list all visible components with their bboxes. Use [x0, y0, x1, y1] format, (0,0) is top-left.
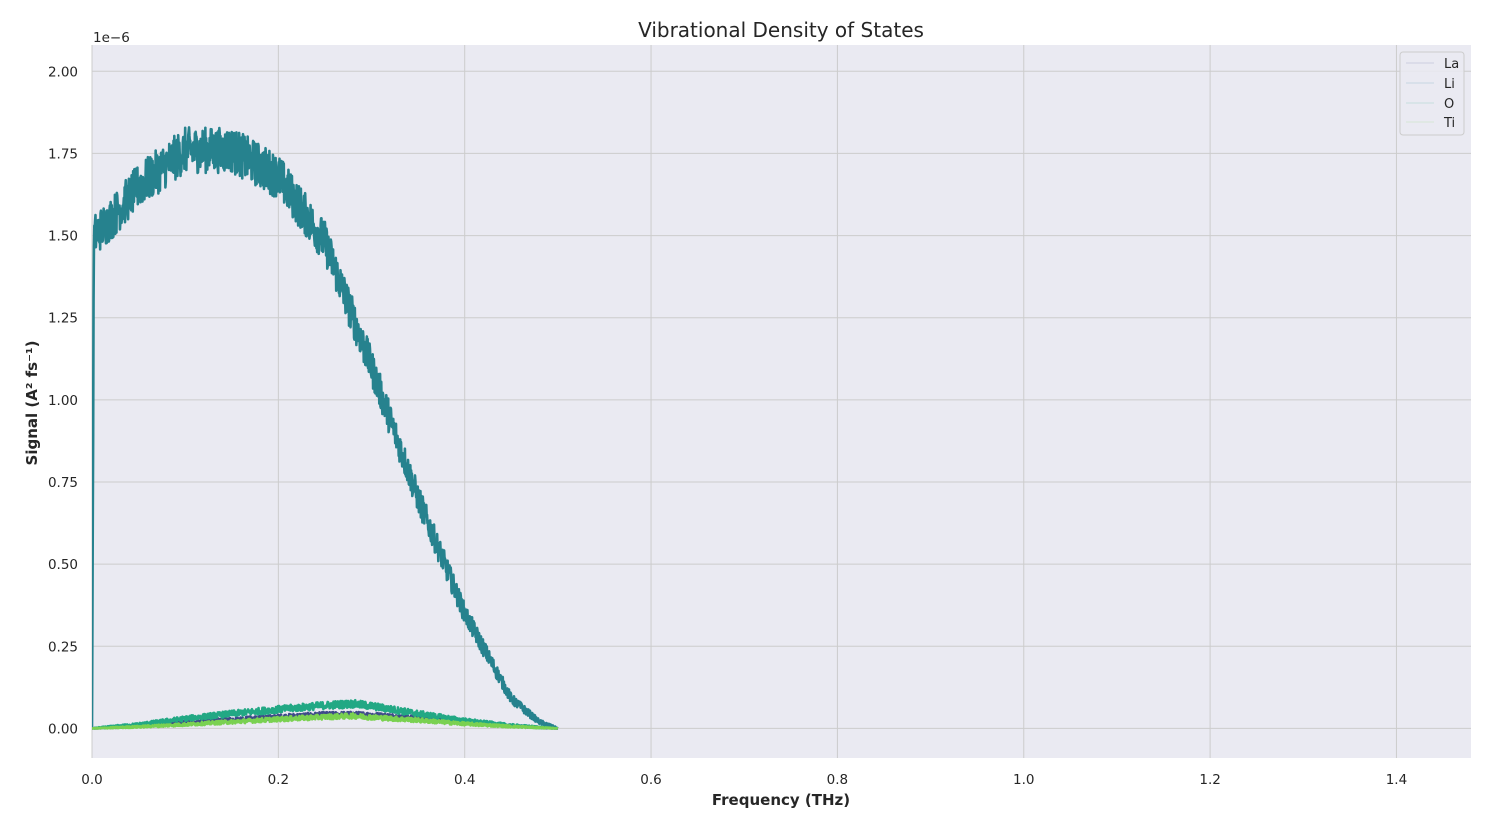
y-tick-label: 0.75 [48, 475, 78, 491]
x-tick-label: 1.4 [1386, 772, 1407, 788]
y-tick-label: 0.50 [48, 557, 78, 573]
legend-label-o: O [1444, 97, 1454, 112]
legend: La Li O Ti [1399, 51, 1465, 136]
x-tick-label: 0.4 [454, 772, 475, 788]
y-tick-label: 2.00 [48, 64, 78, 80]
series-lines [92, 126, 559, 730]
x-tick-label: 0.2 [268, 772, 289, 788]
y-tick-labels: 0.00 0.25 0.50 0.75 1.00 1.25 1.50 1.75 2.00 [48, 64, 78, 737]
y-tick-label: 0.00 [48, 721, 78, 737]
y-tick-label: 1.25 [48, 311, 78, 327]
x-axis-label: Frequency (THz) [712, 791, 850, 809]
y-offset-label: 1e−6 [93, 30, 130, 46]
y-tick-label: 1.00 [48, 393, 78, 409]
legend-label-li: Li [1444, 77, 1455, 92]
legend-box [1399, 51, 1465, 136]
legend-label-ti: Ti [1443, 116, 1455, 131]
x-tick-label: 0.0 [81, 772, 102, 788]
x-tick-label: 1.2 [1199, 772, 1220, 788]
chart-title: Vibrational Density of States [638, 18, 924, 42]
series-line-ti [92, 712, 559, 730]
series-line-li [92, 126, 559, 730]
y-axis-label: Signal (A² fs⁻¹) [23, 341, 41, 466]
x-tick-label: 1.0 [1013, 772, 1034, 788]
plot-area [92, 45, 1471, 758]
grid [91, 45, 1471, 758]
legend-label-la: La [1444, 57, 1459, 72]
x-tick-label: 0.6 [640, 772, 661, 788]
x-tick-labels: 0.0 0.2 0.4 0.6 0.8 1.0 1.2 1.4 [81, 772, 1407, 788]
y-tick-label: 1.75 [48, 146, 78, 162]
x-tick-label: 0.8 [827, 772, 848, 788]
y-tick-label: 1.50 [48, 229, 78, 245]
y-tick-label: 0.25 [48, 639, 78, 655]
